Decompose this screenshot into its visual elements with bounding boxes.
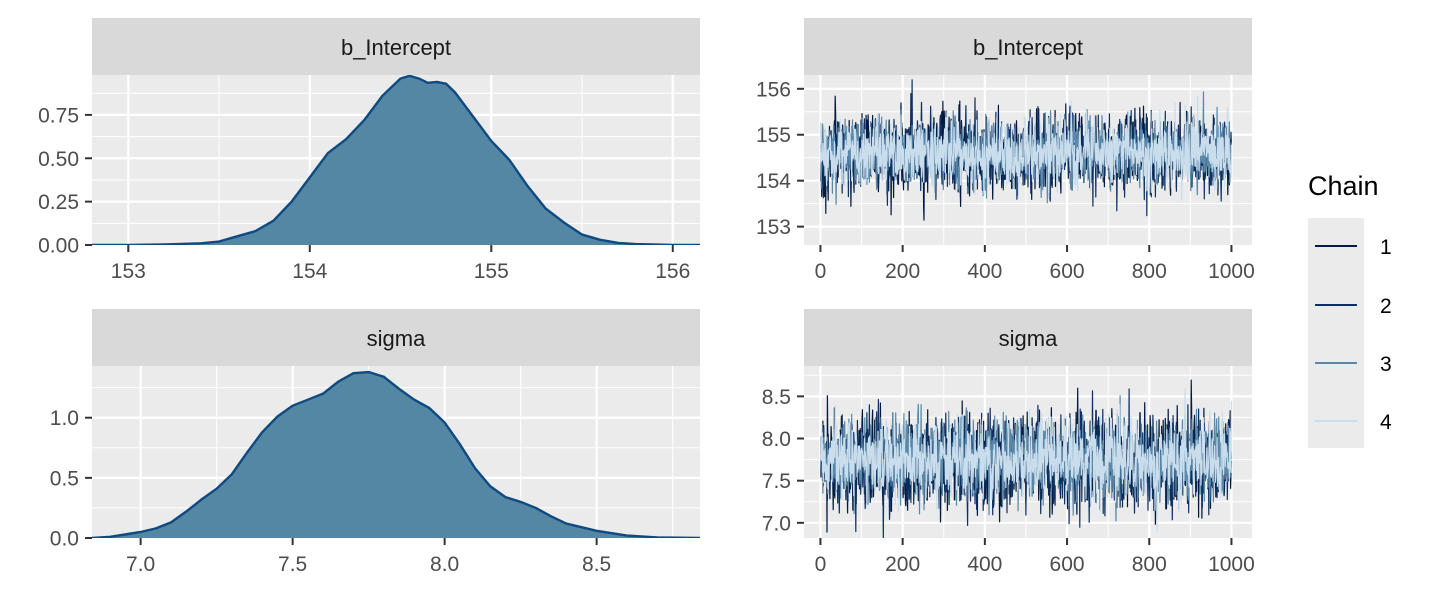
legend-key-background	[1308, 218, 1364, 448]
x-tick-label: 154	[292, 260, 327, 283]
y-tick-label: 7.5	[762, 470, 791, 493]
y-tick-label: 0.0	[50, 528, 79, 551]
legend-label-chain-3: 3	[1380, 353, 1392, 376]
x-tick-label: 200	[885, 260, 920, 283]
panel-data	[92, 370, 700, 538]
legend: Chain 1 2 3 4	[1308, 171, 1392, 448]
y-tick-label: 1.0	[50, 407, 79, 430]
x-tick-label: 800	[1132, 553, 1167, 576]
x-tick-label: 600	[1050, 260, 1085, 283]
panel-strip-label: b_Intercept	[341, 35, 451, 60]
x-tick-label: 1000	[1208, 553, 1255, 576]
y-tick-label: 8.0	[762, 428, 791, 451]
y-tick-label: 156	[756, 78, 791, 101]
density-area	[92, 372, 700, 538]
panel-trace-sigma: sigma 0 200 400 600 800 1000 7.0 7.5 8.0 8.5	[762, 309, 1255, 576]
panel-strip	[92, 18, 700, 75]
x-tick-label: 0	[815, 553, 827, 576]
x-tick-label: 200	[885, 553, 920, 576]
x-tick-label: 8.0	[430, 553, 459, 576]
panel-axes: 0 200 400 600 800 1000 7.0 7.5 8.0 8.5	[762, 386, 1255, 576]
panel-strip-label: sigma	[367, 326, 426, 351]
panel-data	[92, 75, 700, 245]
panel-density-sigma: sigma 7.0 7.5 8.0 8.5 0.0 0.5 1.0	[50, 309, 700, 576]
panel-axes: 153 154 155 156 0.00 0.25 0.50 0.75	[38, 104, 690, 283]
density-area	[92, 75, 700, 245]
legend-title: Chain	[1308, 171, 1379, 201]
x-tick-label: 0	[815, 260, 827, 283]
density-line	[92, 75, 700, 245]
panel-trace-b-intercept: b_Intercept 0 200 400 600 800 1000 153 154 155 156	[756, 18, 1255, 283]
trace-line-chain-4	[820, 96, 1232, 201]
x-tick-label: 800	[1132, 260, 1167, 283]
y-tick-label: 0.5	[50, 467, 79, 490]
x-tick-label: 400	[967, 260, 1002, 283]
y-tick-label: 0.50	[38, 148, 79, 171]
panel-axes: 7.0 7.5 8.0 8.5 0.0 0.5 1.0	[50, 407, 611, 576]
panel-strip-label: b_Intercept	[973, 35, 1083, 60]
x-tick-label: 600	[1050, 553, 1085, 576]
trace-line-chain-4	[820, 387, 1232, 532]
panel-strip	[804, 309, 1252, 366]
panel-data	[820, 379, 1232, 538]
x-tick-label: 1000	[1208, 260, 1255, 283]
x-tick-label: 155	[474, 260, 509, 283]
panel-strip	[804, 18, 1252, 75]
x-tick-label: 7.5	[278, 553, 307, 576]
panel-density-b-intercept: b_Intercept 153 154 155 156 0.00 0.25 0.50 0.75	[38, 18, 700, 283]
panel-data	[820, 79, 1232, 221]
y-tick-label: 8.5	[762, 386, 791, 409]
y-tick-label: 154	[756, 170, 791, 193]
y-tick-label: 0.75	[38, 104, 79, 127]
y-tick-label: 153	[756, 216, 791, 239]
x-tick-label: 153	[111, 260, 146, 283]
y-tick-label: 0.00	[38, 235, 79, 258]
legend-label-chain-2: 2	[1380, 295, 1392, 318]
x-tick-label: 400	[967, 553, 1002, 576]
legend-label-chain-1: 1	[1380, 236, 1392, 259]
legend-label-chain-4: 4	[1380, 411, 1392, 434]
x-tick-label: 7.0	[126, 553, 155, 576]
y-tick-label: 0.25	[38, 191, 79, 214]
density-line	[92, 370, 700, 538]
x-tick-label: 156	[655, 260, 690, 283]
x-tick-label: 8.5	[582, 553, 611, 576]
y-tick-label: 7.0	[762, 512, 791, 535]
panel-strip-label: sigma	[999, 326, 1058, 351]
panel-strip	[92, 309, 700, 366]
panel-axes: 0 200 400 600 800 1000 153 154 155 156	[756, 78, 1255, 283]
y-tick-label: 155	[756, 124, 791, 147]
